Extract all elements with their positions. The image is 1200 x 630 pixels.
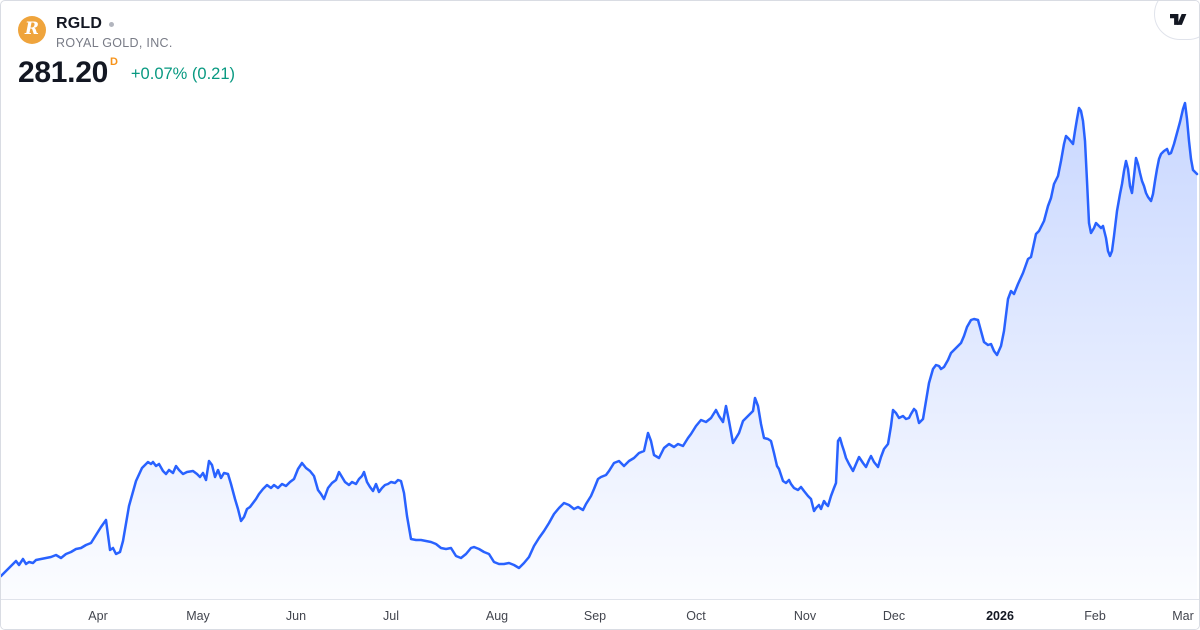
x-axis: Apr May Jun Jul Aug Sep Oct Nov Dec 2026 Feb Mar (1, 600, 1199, 629)
x-tick-jun: Jun (285, 609, 307, 623)
x-tick-apr: Apr (88, 609, 108, 623)
x-tick-2026: 2026 (986, 609, 1014, 623)
ticker-symbol[interactable]: RGLD (56, 15, 103, 32)
x-tick-aug: Aug (485, 609, 509, 623)
tradingview-attribution-button[interactable] (1154, 1, 1199, 40)
chart-header: R RGLD ROYAL GOLD, INC. 281.20 D +0.07% … (18, 15, 235, 88)
x-tick-nov: Nov (793, 609, 817, 623)
tradingview-logo-icon (1170, 13, 1187, 25)
company-name: ROYAL GOLD, INC. (56, 36, 173, 50)
x-tick-feb: Feb (1084, 609, 1106, 623)
chart-price-line (1, 101, 1199, 578)
company-logo-icon[interactable]: R (18, 16, 46, 44)
x-tick-jul: Jul (383, 609, 399, 623)
timeframe-badge[interactable]: D (109, 56, 118, 68)
logo-letter: R (24, 18, 40, 39)
x-tick-sep: Sep (583, 609, 607, 623)
x-tick-oct: Oct (686, 609, 706, 623)
price-change: +0.07% (0.21) (130, 65, 236, 83)
x-tick-dec: Dec (882, 609, 906, 623)
x-tick-mar: Mar (1172, 609, 1194, 623)
x-tick-may: May (186, 609, 210, 623)
last-price: 281.20 (18, 56, 108, 89)
chart-area-fill (1, 103, 1197, 599)
market-status-dot-icon (109, 22, 115, 27)
